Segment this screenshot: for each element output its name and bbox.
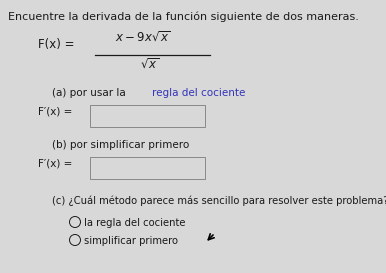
Text: $\sqrt{x}$: $\sqrt{x}$	[140, 57, 159, 71]
Text: F′(x) =: F′(x) =	[38, 159, 73, 169]
Text: regla del cociente: regla del cociente	[152, 88, 245, 98]
Text: (c) ¿Cuál método parece más sencillo para resolver este problema?: (c) ¿Cuál método parece más sencillo par…	[52, 196, 386, 206]
FancyBboxPatch shape	[90, 157, 205, 179]
Text: la regla del cociente: la regla del cociente	[84, 218, 186, 228]
Text: F′(x) =: F′(x) =	[38, 107, 73, 117]
Text: Encuentre la derivada de la función siguiente de dos maneras.: Encuentre la derivada de la función sigu…	[8, 12, 359, 22]
Text: (a) por usar la: (a) por usar la	[52, 88, 129, 98]
Text: F(x) =: F(x) =	[38, 38, 74, 51]
Text: simplificar primero: simplificar primero	[84, 236, 178, 246]
Text: (b) por simplificar primero: (b) por simplificar primero	[52, 140, 189, 150]
Text: $x - 9x\sqrt{x}$: $x - 9x\sqrt{x}$	[115, 30, 171, 44]
FancyBboxPatch shape	[90, 105, 205, 127]
